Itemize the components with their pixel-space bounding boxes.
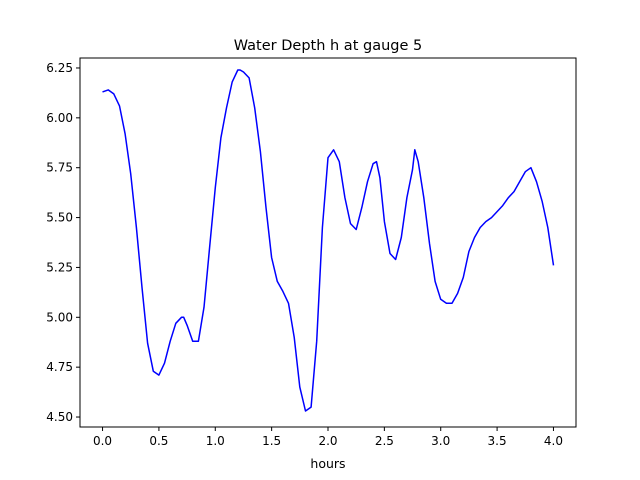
- y-tick-label: 5.25: [46, 260, 73, 274]
- x-tick-label: 0.0: [93, 434, 112, 448]
- x-tick-label: 2.5: [375, 434, 394, 448]
- y-tick-label: 5.00: [46, 310, 73, 324]
- x-axis-label: hours: [310, 456, 345, 471]
- x-tick-label: 1.5: [262, 434, 281, 448]
- plot-frame: [79, 57, 577, 428]
- x-axis-ticks: 0.0 0.5 1.0 1.5 2.0 2.5 3.0 3.5 4.0: [93, 427, 563, 448]
- x-tick-label: 3.0: [431, 434, 450, 448]
- series-layer: [102, 69, 555, 412]
- x-tick-label: 2.0: [318, 434, 337, 448]
- series-line: [102, 69, 555, 412]
- x-tick-label: 1.0: [206, 434, 225, 448]
- y-tick-label: 6.25: [46, 61, 73, 75]
- y-tick-label: 5.75: [46, 161, 73, 175]
- x-tick-label: 4.0: [544, 434, 563, 448]
- chart-title: Water Depth h at gauge 5: [234, 38, 422, 54]
- x-tick-label: 3.5: [488, 434, 507, 448]
- y-tick-label: 4.50: [46, 410, 73, 424]
- x-tick-label: 0.5: [149, 434, 168, 448]
- y-axis-ticks: 4.50 4.75 5.00 5.25 5.50 5.75 6.00 6.25: [46, 61, 80, 424]
- y-tick-label: 6.00: [46, 111, 73, 125]
- y-tick-label: 5.50: [46, 211, 73, 225]
- y-tick-label: 4.75: [46, 360, 73, 374]
